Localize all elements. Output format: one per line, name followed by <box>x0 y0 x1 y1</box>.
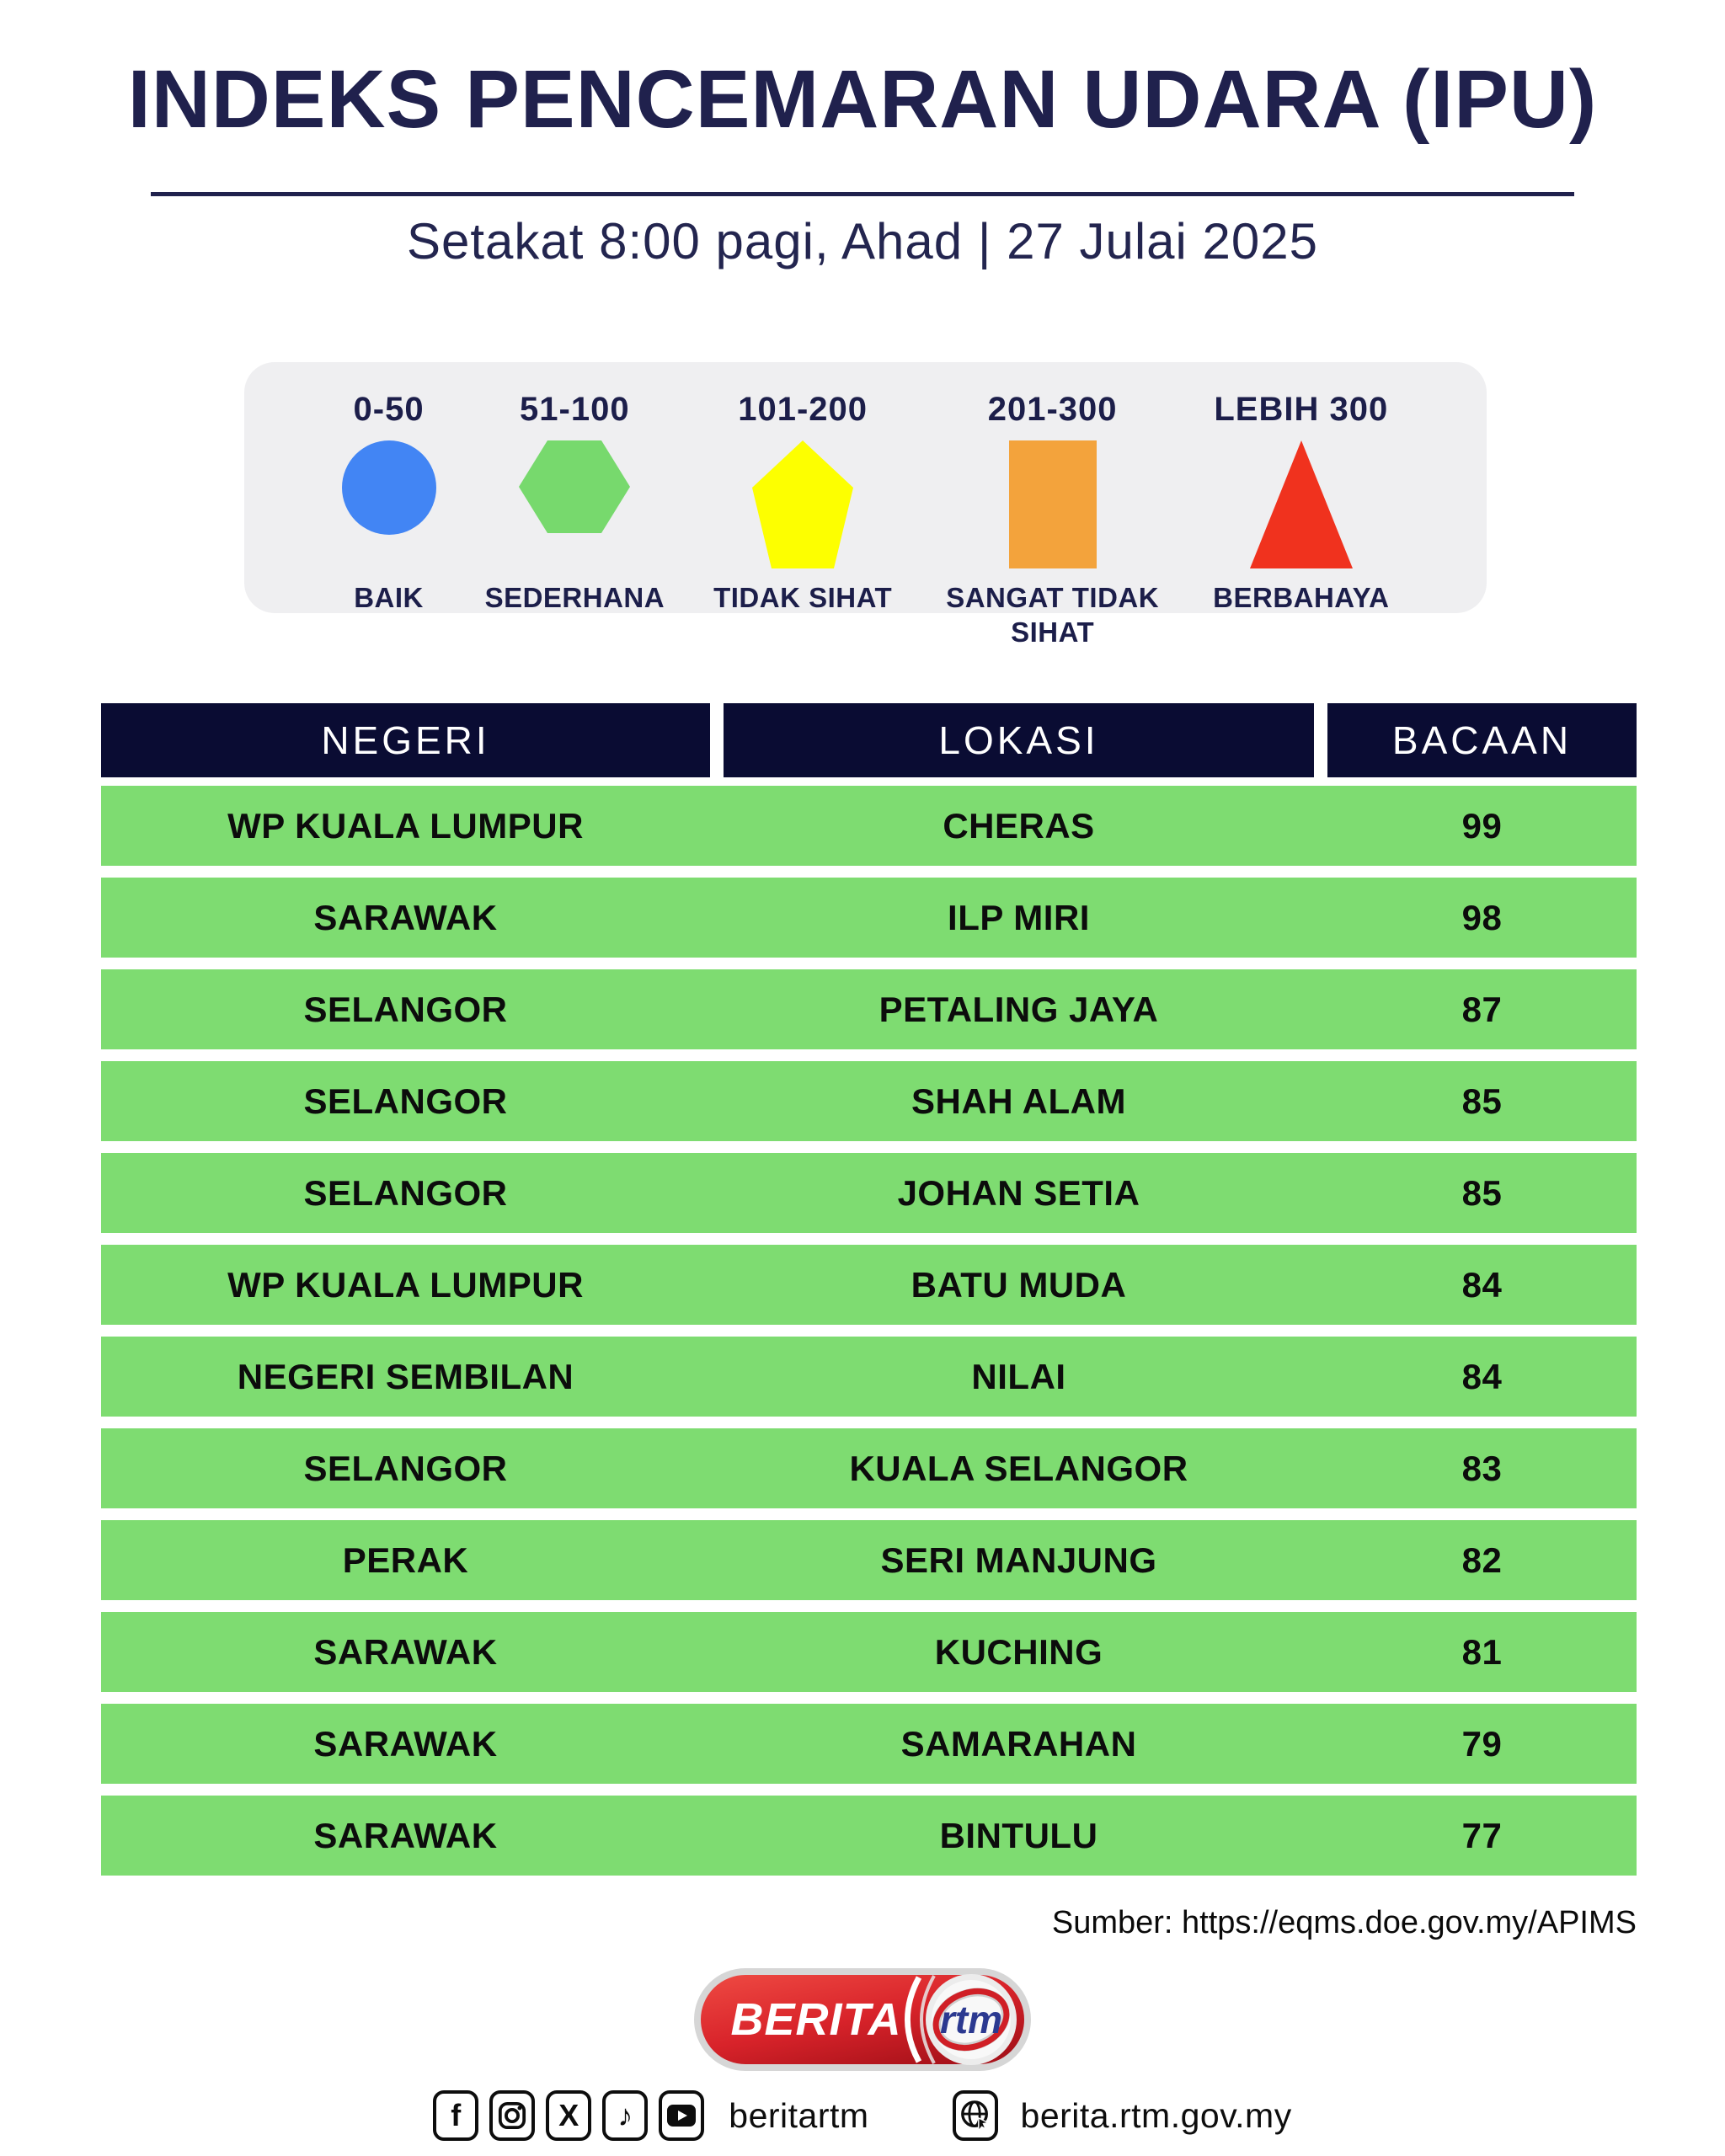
instagram-icon <box>489 2090 536 2141</box>
lokasi-cell: SERI MANJUNG <box>880 1540 1157 1580</box>
column-header-bacaan: BACAAN <box>1327 703 1637 777</box>
legend-label: SEDERHANA <box>484 582 665 613</box>
circle-icon <box>341 440 436 572</box>
table-row: SARAWAK BINTULU 77 <box>101 1796 1637 1876</box>
table-row: SARAWAK SAMARAHAN 79 <box>101 1704 1637 1784</box>
hexagon-icon <box>519 440 631 572</box>
lokasi-cell: CHERAS <box>943 805 1095 846</box>
legend-label: BERBAHAYA <box>1213 582 1390 613</box>
table-row: PERAK SERI MANJUNG 82 <box>101 1520 1637 1600</box>
legend-item-tidak-sihat: 101-200 TIDAK SIHAT <box>713 391 892 615</box>
svg-text:BERITA: BERITA <box>731 1994 902 2045</box>
triangle-icon <box>1249 440 1353 572</box>
table-row: SARAWAK KUCHING 81 <box>101 1612 1637 1692</box>
column-header-negeri: NEGERI <box>101 703 710 777</box>
legend-item-sangat-tidak-sihat: 201-300 SANGAT TIDAK SIHAT <box>941 391 1164 650</box>
youtube-icon <box>659 2090 705 2141</box>
legend-range: 201-300 <box>987 391 1118 428</box>
bacaan-cell: 83 <box>1461 1448 1503 1488</box>
legend-range: LEBIH 300 <box>1214 391 1389 428</box>
legend-item-baik: 0-50 BAIK <box>341 391 436 615</box>
table-body: WP KUALA LUMPUR CHERAS 99 SARAWAK ILP MI… <box>101 786 1637 1887</box>
legend-item-sederhana: 51-100 SEDERHANA <box>485 391 665 615</box>
bacaan-cell: 82 <box>1461 1540 1503 1580</box>
bacaan-cell: 77 <box>1461 1815 1503 1855</box>
lokasi-cell: NILAI <box>971 1356 1066 1396</box>
svg-text:rtm: rtm <box>940 1998 1002 2041</box>
lokasi-cell: BATU MUDA <box>911 1264 1127 1305</box>
legend-range: 0-50 <box>353 391 425 428</box>
x-icon: X <box>546 2090 592 2141</box>
table-row: SELANGOR SHAH ALAM 85 <box>101 1061 1637 1141</box>
bacaan-cell: 99 <box>1461 805 1503 846</box>
negeri-cell: SELANGOR <box>303 989 508 1029</box>
negeri-cell: NEGERI SEMBILAN <box>237 1356 574 1396</box>
berita-rtm-logo: rtm BERITA <box>693 1967 1032 2072</box>
title-divider <box>151 192 1574 196</box>
bacaan-cell: 85 <box>1461 1081 1503 1121</box>
table-row: NEGERI SEMBILAN NILAI 84 <box>101 1337 1637 1417</box>
negeri-cell: SARAWAK <box>313 1723 498 1764</box>
legend-label: TIDAK SIHAT <box>713 582 893 613</box>
website-url: berita.rtm.gov.my <box>1020 2095 1292 2135</box>
bacaan-cell: 98 <box>1461 897 1503 937</box>
table-row: SARAWAK ILP MIRI 98 <box>101 878 1637 958</box>
lokasi-cell: KUALA SELANGOR <box>849 1448 1188 1488</box>
tiktok-icon: ♪ <box>602 2090 649 2141</box>
lokasi-cell: KUCHING <box>934 1631 1103 1672</box>
legend-label: BAIK <box>354 582 424 613</box>
lokasi-cell: SAMARAHAN <box>900 1723 1137 1764</box>
negeri-cell: SARAWAK <box>313 1815 498 1855</box>
social-handle: beritartm <box>729 2095 869 2135</box>
bacaan-cell: 84 <box>1461 1264 1503 1305</box>
square-icon <box>1008 440 1097 572</box>
negeri-cell: SELANGOR <box>303 1172 508 1213</box>
negeri-cell: SARAWAK <box>313 1631 498 1672</box>
timestamp-subtitle: Setakat 8:00 pagi, Ahad | 27 Julai 2025 <box>406 213 1319 270</box>
table-row: SELANGOR KUALA SELANGOR 83 <box>101 1428 1637 1508</box>
negeri-cell: SELANGOR <box>303 1081 508 1121</box>
legend-range: 51-100 <box>520 391 630 428</box>
negeri-cell: SARAWAK <box>313 897 498 937</box>
bacaan-cell: 84 <box>1461 1356 1503 1396</box>
source-attribution: Sumber: https://eqms.doe.gov.my/APIMS <box>1051 1905 1637 1940</box>
globe-icon <box>952 2090 998 2141</box>
lokasi-cell: SHAH ALAM <box>911 1081 1126 1121</box>
lokasi-cell: BINTULU <box>939 1815 1098 1855</box>
bacaan-cell: 85 <box>1461 1172 1503 1213</box>
negeri-cell: PERAK <box>342 1540 469 1580</box>
bacaan-cell: 87 <box>1461 989 1503 1029</box>
negeri-cell: WP KUALA LUMPUR <box>227 1264 584 1305</box>
table-header-row: NEGERI LOKASI BACAAN <box>101 703 1637 777</box>
api-scale-legend: 0-50 BAIK 51-100 SEDERHANA 101-200 <box>244 362 1487 648</box>
legend-label: SANGAT TIDAK SIHAT <box>946 582 1160 648</box>
table-row: SELANGOR JOHAN SETIA 85 <box>101 1153 1637 1233</box>
table-row: SELANGOR PETALING JAYA 87 <box>101 969 1637 1049</box>
legend-item-berbahaya: LEBIH 300 BERBAHAYA <box>1213 391 1389 615</box>
bacaan-cell: 79 <box>1461 1723 1503 1764</box>
facebook-icon: f <box>433 2090 479 2141</box>
column-header-lokasi: LOKASI <box>724 703 1314 777</box>
lokasi-cell: JOHAN SETIA <box>897 1172 1140 1213</box>
negeri-cell: WP KUALA LUMPUR <box>227 805 584 846</box>
bacaan-cell: 81 <box>1461 1631 1503 1672</box>
legend-range: 101-200 <box>738 391 868 428</box>
lokasi-cell: PETALING JAYA <box>879 989 1159 1029</box>
table-row: WP KUALA LUMPUR BATU MUDA 84 <box>101 1245 1637 1325</box>
pentagon-icon <box>752 440 854 572</box>
negeri-cell: SELANGOR <box>303 1448 508 1488</box>
lokasi-cell: ILP MIRI <box>948 897 1090 937</box>
table-row: WP KUALA LUMPUR CHERAS 99 <box>101 786 1637 866</box>
page-title: INDEKS PENCEMARAN UDARA (IPU) <box>127 53 1598 145</box>
social-footer: f X ♪ beritartm <box>0 2090 1725 2141</box>
